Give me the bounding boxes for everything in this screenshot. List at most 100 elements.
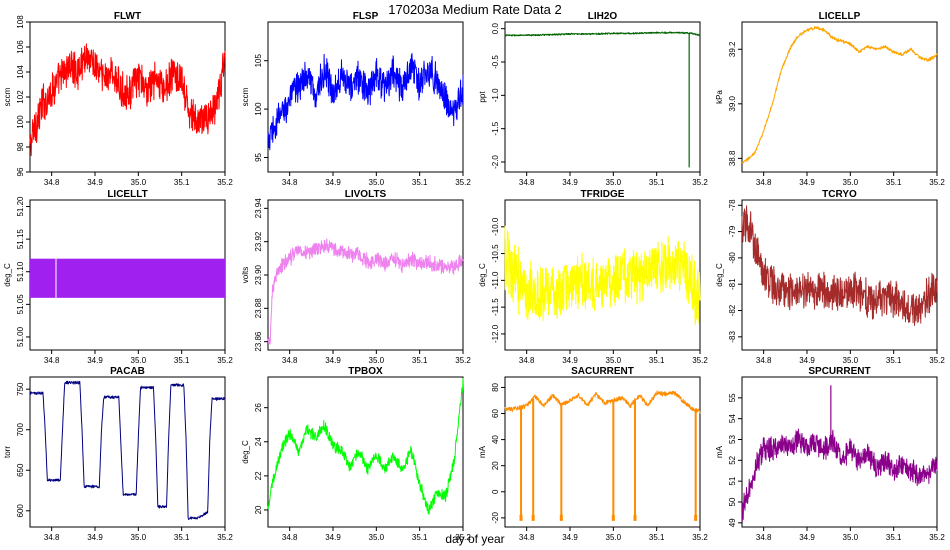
y-tick-label: 39.0 bbox=[728, 95, 737, 111]
y-tick-label: 23.90 bbox=[254, 264, 263, 285]
x-tick-label: 34.9 bbox=[562, 356, 578, 365]
y-tick-label: 49 bbox=[728, 518, 737, 527]
panel-title: PACAB bbox=[110, 366, 145, 377]
y-tick-label: -82 bbox=[728, 304, 737, 316]
x-tick-label: 34.8 bbox=[44, 533, 60, 542]
x-tick-label: 35.1 bbox=[412, 178, 428, 187]
x-tick-label: 34.9 bbox=[87, 356, 103, 365]
data-series-line bbox=[29, 380, 226, 520]
y-tick-label: -79 bbox=[728, 225, 737, 237]
plot-frame bbox=[267, 376, 464, 528]
panel-title: LIVOLTS bbox=[345, 189, 387, 200]
panel-title: SPCURRENT bbox=[808, 366, 870, 377]
x-tick-label: 35.1 bbox=[412, 533, 428, 542]
x-tick-label: 35.0 bbox=[843, 533, 859, 542]
x-tick-label: 35.1 bbox=[649, 533, 665, 542]
y-axis-label: deg_C bbox=[715, 263, 724, 287]
x-tick-label: 34.8 bbox=[519, 178, 535, 187]
panel-title: FLSP bbox=[353, 11, 379, 22]
plot-frame bbox=[267, 199, 464, 351]
x-tick-label: 34.8 bbox=[282, 356, 298, 365]
y-axis-label: mA bbox=[715, 445, 724, 458]
y-tick-label: 55 bbox=[728, 393, 737, 402]
x-tick-label: 35.2 bbox=[217, 356, 233, 365]
x-tick-label: 35.2 bbox=[455, 533, 471, 542]
x-tick-label: 35.2 bbox=[692, 178, 708, 187]
plot-frame bbox=[741, 199, 938, 351]
y-axis-label: deg_C bbox=[478, 263, 487, 287]
y-tick-label: 102 bbox=[16, 90, 25, 104]
data-series-line bbox=[267, 52, 464, 151]
data-band bbox=[30, 258, 225, 298]
y-tick-label: 700 bbox=[16, 422, 25, 436]
data-series-line bbox=[267, 238, 464, 345]
x-tick-label: 35.0 bbox=[131, 533, 147, 542]
y-tick-label: -20 bbox=[491, 512, 500, 524]
y-tick-label: 95 bbox=[254, 152, 263, 161]
y-axis-label: sccm bbox=[3, 87, 12, 106]
x-tick-label: 34.9 bbox=[562, 178, 578, 187]
x-tick-label: 34.8 bbox=[519, 533, 535, 542]
y-tick-label: 100 bbox=[254, 102, 263, 116]
data-series-line bbox=[504, 390, 701, 414]
y-tick-label: 650 bbox=[16, 463, 25, 477]
panel-title: TFRIDGE bbox=[581, 189, 625, 200]
y-tick-label: -1.0 bbox=[491, 88, 500, 102]
y-tick-label: -10.0 bbox=[491, 217, 500, 236]
panel-title: FLWT bbox=[114, 11, 141, 22]
y-tick-label: 600 bbox=[16, 504, 25, 518]
y-tick-label: 51.20 bbox=[16, 196, 25, 217]
x-tick-label: 34.9 bbox=[562, 533, 578, 542]
y-tick-label: -11.5 bbox=[491, 298, 500, 316]
y-tick-label: 53 bbox=[728, 435, 737, 444]
data-dip-end bbox=[611, 514, 615, 521]
x-tick-label: 34.8 bbox=[756, 533, 772, 542]
y-tick-label: 105 bbox=[254, 53, 263, 67]
y-tick-label: 23.88 bbox=[254, 298, 263, 319]
panel-tfridge: TFRIDGE 34.8 34.9 35.0 35.1 35.2 -12.0 -11.5 -11… bbox=[478, 189, 708, 365]
data-dip-end bbox=[694, 514, 698, 521]
y-tick-label: -80 bbox=[728, 252, 737, 264]
y-tick-label: 750 bbox=[16, 382, 25, 396]
y-tick-label: 80 bbox=[491, 382, 500, 391]
data-series-line bbox=[741, 428, 938, 522]
y-tick-label: 22 bbox=[254, 471, 263, 480]
panel-title: LICELLP bbox=[819, 11, 861, 22]
data-series-line bbox=[267, 378, 464, 515]
y-axis-label: deg_C bbox=[3, 263, 12, 287]
x-tick-label: 34.9 bbox=[799, 533, 815, 542]
y-tick-label: 51.05 bbox=[16, 294, 25, 315]
y-tick-label: -0.5 bbox=[491, 55, 500, 69]
data-dip-end bbox=[519, 514, 523, 521]
y-tick-label: 54 bbox=[728, 414, 737, 423]
y-tick-label: 23.94 bbox=[254, 198, 263, 219]
x-tick-label: 35.0 bbox=[131, 178, 147, 187]
y-tick-label: 40 bbox=[491, 435, 500, 444]
y-tick-label: 98 bbox=[16, 142, 25, 151]
data-series-line bbox=[504, 225, 701, 326]
x-tick-label: 35.2 bbox=[217, 533, 233, 542]
y-tick-label: -1.5 bbox=[491, 121, 500, 135]
plot-frame bbox=[741, 376, 938, 528]
panel-title: TCRYO bbox=[822, 189, 857, 200]
y-axis-label: sccm bbox=[241, 87, 250, 106]
y-tick-label: -12.0 bbox=[491, 324, 500, 343]
y-tick-label: 51.10 bbox=[16, 261, 25, 282]
panels: FLWT 34.8 34.9 35.0 35.1 35.2 96 98 100 102 104 106… bbox=[3, 11, 945, 542]
y-axis-label: kPa bbox=[715, 90, 724, 104]
panel-lih2o: LIH2O 34.8 34.9 35.0 35.1 35.2 -2.0 -1.5 -1.0 -0.… bbox=[478, 11, 708, 187]
x-tick-label: 34.9 bbox=[325, 356, 341, 365]
plot-frame bbox=[29, 376, 226, 528]
y-tick-label: 100 bbox=[16, 115, 25, 129]
x-tick-label: 35.2 bbox=[929, 533, 945, 542]
y-tick-label: 23.92 bbox=[254, 231, 263, 252]
y-tick-label: 38.8 bbox=[728, 150, 737, 166]
x-tick-label: 35.2 bbox=[692, 533, 708, 542]
x-tick-label: 34.8 bbox=[282, 178, 298, 187]
plot-frame bbox=[504, 21, 701, 173]
x-tick-label: 35.0 bbox=[369, 178, 385, 187]
y-tick-label: 20 bbox=[254, 505, 263, 514]
y-tick-label: -78 bbox=[728, 199, 737, 211]
y-tick-label: 23.86 bbox=[254, 331, 263, 352]
